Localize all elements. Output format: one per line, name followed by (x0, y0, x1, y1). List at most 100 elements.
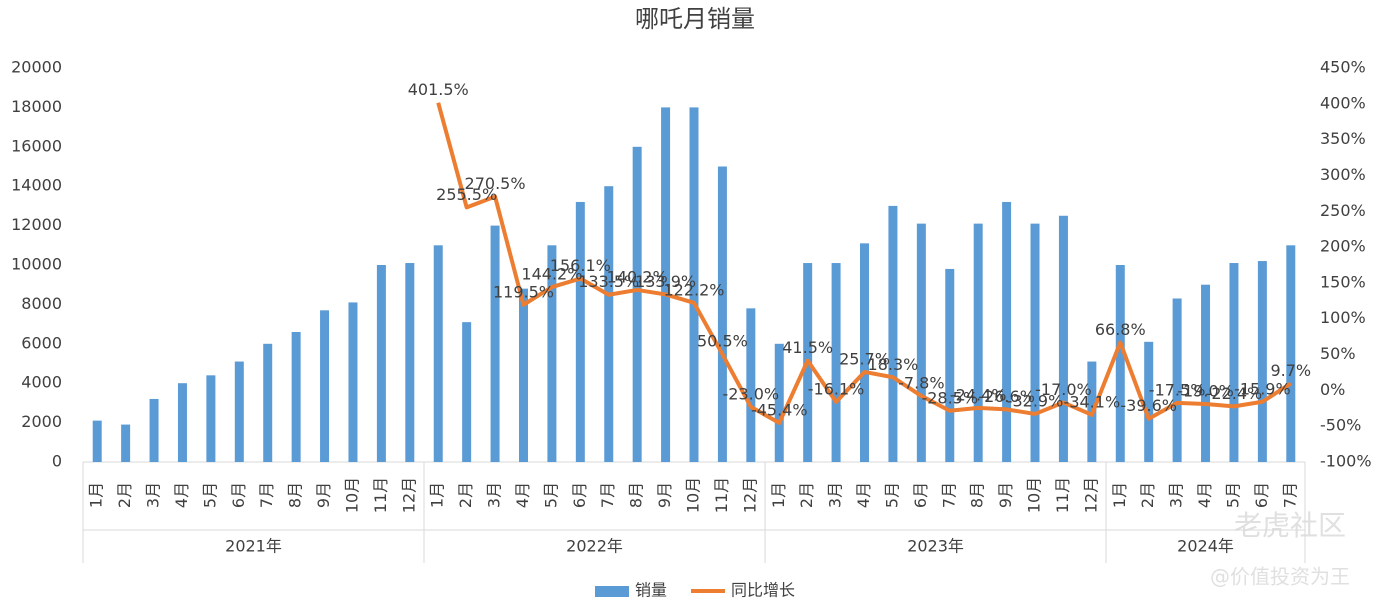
group-label: 2021年 (225, 537, 282, 556)
data-label: -26.6% (978, 387, 1035, 406)
bar (604, 186, 614, 462)
data-label: -45.4% (751, 400, 808, 419)
watermark: 老虎社区 (1234, 509, 1346, 542)
x-tick-label: 7月 (598, 482, 617, 508)
bar (177, 383, 187, 462)
group-label: 2022年 (566, 537, 623, 556)
chart-title: 哪吒月销量 (635, 5, 755, 33)
x-tick-label: 7月 (1280, 482, 1299, 508)
data-label: 9.7% (1270, 361, 1311, 380)
data-label: 401.5% (408, 80, 469, 99)
x-tick-label: 7月 (257, 482, 276, 508)
bar (1115, 265, 1125, 462)
bar (1144, 341, 1154, 462)
bar (1058, 215, 1068, 462)
x-tick-label: 5月 (200, 482, 219, 508)
x-tick-label: 12月 (399, 477, 418, 513)
bar (831, 263, 841, 462)
data-label: 156.1% (550, 256, 611, 275)
data-label: 133.5% (578, 272, 639, 291)
x-tick-label: 5月 (541, 482, 560, 508)
bar (92, 420, 102, 462)
bar (405, 263, 415, 462)
data-label: -19.0% (1177, 381, 1234, 400)
line (436, 102, 1292, 425)
x-tick-label: 1月 (428, 482, 447, 508)
x-tick-label: 6月 (1252, 482, 1271, 508)
x-tick-label: 9月 (996, 482, 1015, 508)
legend-swatch (595, 586, 629, 597)
y-tick-label: 12000 (11, 215, 62, 234)
group-label: 2024年 (1177, 537, 1234, 556)
data-label: 140.2% (607, 267, 668, 286)
bar (433, 245, 443, 462)
bar (860, 243, 870, 462)
x-tick-label: 12月 (1081, 477, 1100, 513)
x-tick-label: 1月 (1110, 482, 1129, 508)
bar (547, 245, 557, 462)
data-label: 41.5% (782, 338, 833, 357)
legend-label: 同比增长 (731, 581, 795, 600)
data-label: -17.0% (1035, 380, 1092, 399)
y2-tick-label: -50% (1320, 416, 1361, 435)
y-tick-label: 2000 (21, 412, 62, 431)
bar (774, 343, 784, 462)
y2-tick-label: 150% (1320, 272, 1366, 291)
y-tick-label: 16000 (11, 136, 62, 155)
y2-tick-label: 0% (1320, 380, 1345, 399)
x-tick-label: 8月 (286, 482, 305, 508)
x-tick-label: 7月 (939, 482, 958, 508)
x-tick-label: 1月 (769, 482, 788, 508)
data-label: 122.2% (663, 280, 724, 299)
data-label: 18.3% (868, 355, 919, 374)
bar (206, 375, 216, 462)
bar (376, 265, 386, 462)
x-tick-label: 6月 (570, 482, 589, 508)
bar (632, 146, 642, 463)
bar (149, 398, 159, 462)
x-tick-label: 5月 (1223, 482, 1242, 508)
group-label: 2023年 (907, 537, 964, 556)
bar (1286, 245, 1296, 462)
data-label: -22.4% (1206, 384, 1263, 403)
bar (1201, 284, 1211, 462)
x-tick-label: 3月 (485, 482, 504, 508)
y2-tick-label: 300% (1320, 165, 1366, 184)
y2-tick-label: 400% (1320, 93, 1366, 112)
x-tick-label: 5月 (882, 482, 901, 508)
bar (888, 205, 898, 462)
bar (320, 310, 330, 462)
bar (121, 424, 131, 462)
data-label: -24.4% (950, 385, 1007, 404)
data-label: 255.5% (436, 185, 497, 204)
data-label: 50.5% (697, 332, 748, 351)
y2-tick-label: 50% (1320, 344, 1356, 363)
bar (462, 322, 472, 462)
x-tick-label: 1月 (87, 482, 106, 508)
x-tick-label: 3月 (1167, 482, 1186, 508)
bar (1002, 201, 1012, 462)
data-label: -15.9% (1234, 379, 1291, 398)
data-label: 133.9% (635, 272, 696, 291)
data-label: -23.0% (723, 384, 780, 403)
x-tick-label: 6月 (911, 482, 930, 508)
y-tick-label: 4000 (21, 373, 62, 392)
data-label: -32.9% (1007, 391, 1064, 410)
bar (661, 107, 671, 463)
y-tick-label: 0 (52, 452, 62, 471)
data-label: 144.2% (521, 265, 582, 284)
bar (689, 107, 699, 463)
x-tick-label: 11月 (712, 477, 731, 513)
y2-tick-label: -100% (1320, 452, 1372, 471)
bar (916, 223, 926, 462)
y2-tick-label: 100% (1320, 308, 1366, 327)
bar (1172, 298, 1182, 462)
x-tick-label: 3月 (144, 482, 163, 508)
x-tick-label: 4月 (854, 482, 873, 508)
bar (945, 268, 955, 462)
x-tick-label: 9月 (314, 482, 333, 508)
x-tick-label: 3月 (826, 482, 845, 508)
data-label: 66.8% (1095, 320, 1146, 339)
